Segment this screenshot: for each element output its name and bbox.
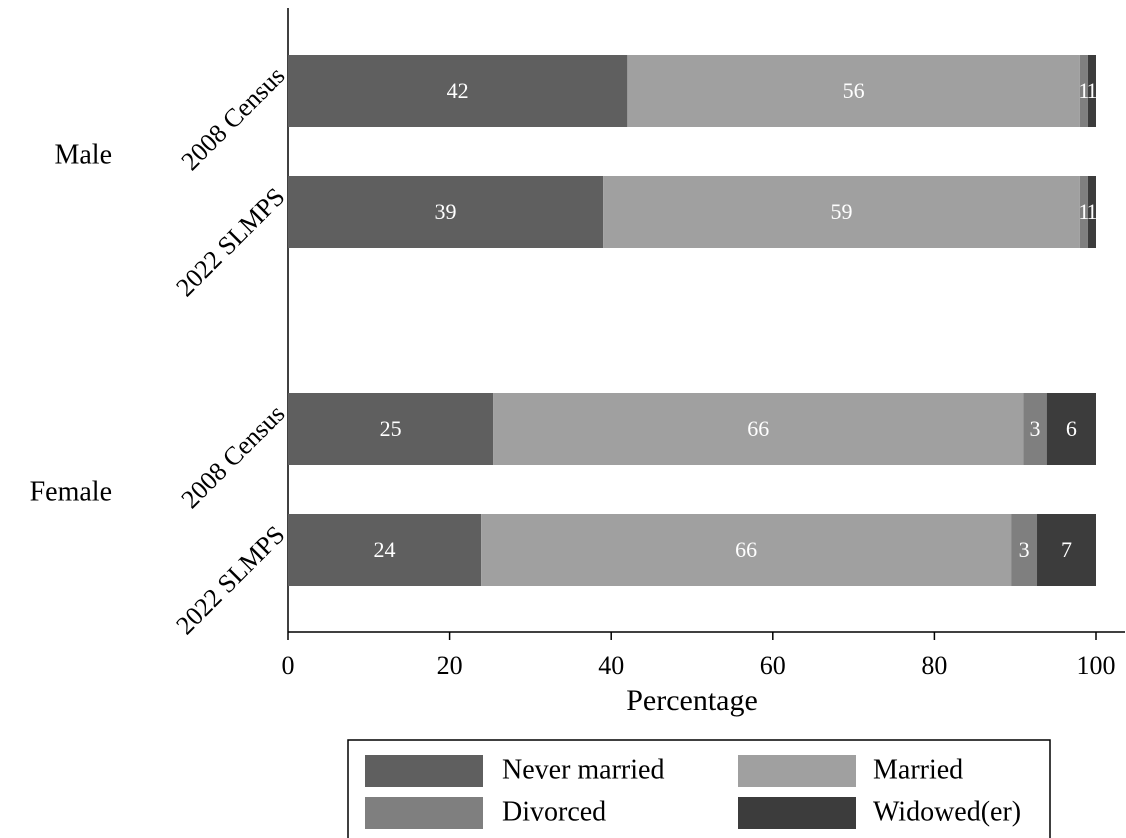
bar-segment <box>627 55 1080 127</box>
bar-segment <box>1087 55 1096 127</box>
value-label: 66 <box>735 537 757 562</box>
value-label: 24 <box>374 537 396 562</box>
bar-segment <box>1046 393 1096 465</box>
value-label: 3 <box>1019 537 1030 562</box>
legend-swatch <box>738 755 856 787</box>
legend-label: Never married <box>502 754 664 785</box>
x-tick-label: 40 <box>598 651 624 680</box>
bar-segment <box>1079 55 1088 127</box>
x-tick-label: 60 <box>760 651 786 680</box>
bar-segment <box>1037 514 1096 586</box>
legend-swatch <box>365 755 483 787</box>
category-label: 2008 Census <box>175 399 290 514</box>
bar-segment <box>288 514 482 586</box>
group-label: Female <box>30 476 112 507</box>
category-label: 2022 SLMPS <box>170 182 290 302</box>
bar-segment <box>288 55 628 127</box>
bar-segment <box>1087 176 1096 248</box>
value-label: 1 <box>1086 199 1097 224</box>
legend-box <box>347 739 1051 838</box>
value-label: 1 <box>1078 199 1089 224</box>
legend-label: Married <box>873 754 963 785</box>
legend-label: Widowed(er) <box>873 796 1021 827</box>
value-label: 42 <box>447 78 469 103</box>
bar-segment <box>288 176 604 248</box>
category-label: 2008 Census <box>175 61 290 176</box>
bar-segment <box>1023 393 1047 465</box>
group-label: Male <box>54 139 112 170</box>
value-label: 1 <box>1078 78 1089 103</box>
x-tick-label: 20 <box>437 651 463 680</box>
legend-swatch <box>738 797 856 829</box>
legend-swatch <box>365 797 483 829</box>
bar-segment <box>493 393 1024 465</box>
bar-segment <box>481 514 1012 586</box>
x-tick-label: 80 <box>921 651 947 680</box>
x-tick-label: 0 <box>282 651 295 680</box>
value-label: 59 <box>830 199 852 224</box>
legend-label: Divorced <box>502 796 606 827</box>
value-label: 7 <box>1061 537 1072 562</box>
value-label: 1 <box>1086 78 1097 103</box>
value-label: 56 <box>843 78 865 103</box>
x-tick-label: 100 <box>1077 651 1116 680</box>
bar-segment <box>1011 514 1038 586</box>
value-label: 3 <box>1029 416 1040 441</box>
bar-segment <box>288 393 494 465</box>
category-label: 2022 SLMPS <box>170 520 290 640</box>
bar-segment <box>1079 176 1088 248</box>
value-label: 66 <box>747 416 769 441</box>
value-label: 6 <box>1066 416 1077 441</box>
value-label: 39 <box>435 199 457 224</box>
x-axis-title: Percentage <box>626 684 758 717</box>
value-label: 25 <box>380 416 402 441</box>
bar-segment <box>603 176 1080 248</box>
